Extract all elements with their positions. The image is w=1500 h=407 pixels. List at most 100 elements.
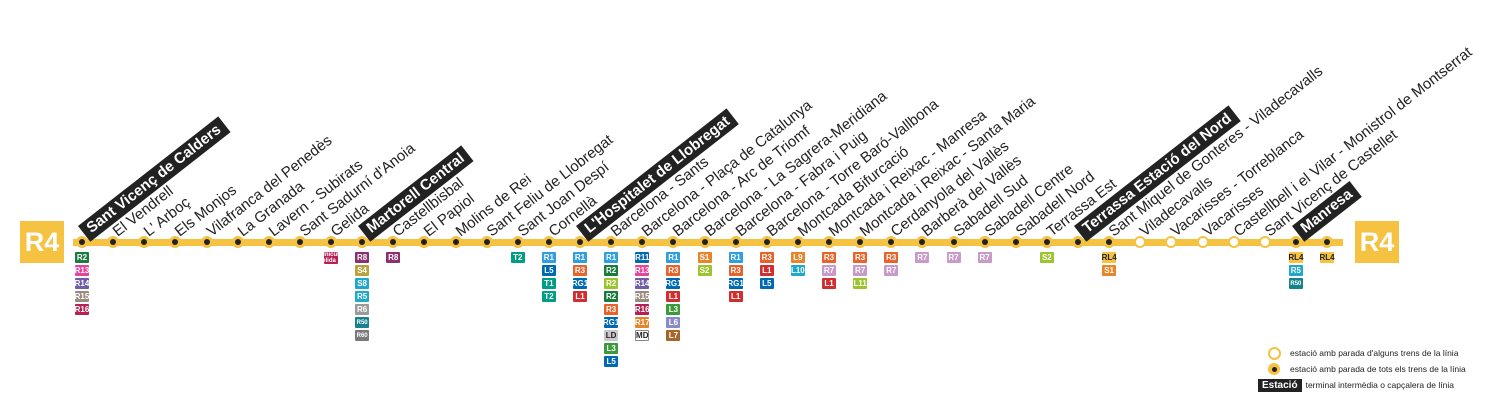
connection-list: Funicular Gelida — [317, 252, 345, 264]
connection-list: R1 R3 RG1 L1 L3 L6 L7 — [665, 252, 682, 341]
connection-badge: R15 — [634, 291, 650, 302]
connection-badge: L11 — [853, 278, 868, 289]
station-marker — [1040, 236, 1053, 248]
connection-badge: R7 — [977, 252, 992, 263]
connection-badge: S8 — [355, 278, 370, 289]
connection-badge: L1 — [759, 265, 774, 276]
connection-badge: R1 — [604, 252, 619, 263]
connection-badge: R3 — [853, 252, 868, 263]
connection-badge: S4 — [355, 265, 370, 276]
connection-badge: RL4 — [1319, 252, 1335, 263]
connection-badge: R11 — [635, 252, 650, 263]
connection-list: RL4 S1 — [1101, 252, 1117, 276]
legend-all-text: estació amb parada de tots els trens de … — [1290, 364, 1466, 374]
connection-badge: RG1 — [665, 278, 682, 289]
connection-list: R1 L5 T1 T2 — [541, 252, 557, 302]
connection-badge: L1 — [666, 291, 681, 302]
connection-badge: RL4 — [1101, 252, 1117, 263]
station-marker — [667, 236, 680, 248]
connection-badge: S1 — [697, 252, 712, 263]
station-marker — [823, 236, 835, 248]
connection-badge: L3 — [604, 343, 619, 354]
connection-badge: RG1 — [727, 278, 744, 289]
station-marker — [916, 236, 929, 248]
connection-list: R1 R3 RG1 L1 — [572, 252, 588, 302]
connection-badge: R3 — [604, 304, 619, 315]
connection-badge: L7 — [666, 330, 681, 341]
legend-row-all: estació amb parada de tots els trens de … — [1258, 361, 1466, 377]
connection-badge: R1 — [573, 252, 587, 263]
connection-list: S1 S2 — [697, 252, 713, 276]
station-marker — [1072, 236, 1084, 248]
legend-term-text: terminal intermèdia o capçalera de línia — [1305, 380, 1454, 390]
station-marker — [387, 236, 400, 248]
station-marker — [605, 236, 618, 248]
connection-list: L9 L10 — [790, 252, 806, 276]
station-marker — [1134, 236, 1147, 248]
connection-list: RL4 — [1319, 252, 1335, 263]
connection-list: R1 R2 R2 R2 R3 RG1 LD L3 L5 — [603, 252, 619, 367]
station-marker — [1289, 236, 1302, 248]
station-marker — [138, 236, 151, 248]
station-marker — [791, 236, 804, 248]
terminal-tag: Estació — [1258, 378, 1302, 392]
connection-badge: MD — [635, 330, 650, 341]
connection-list: R7 — [977, 252, 993, 263]
legend: estació amb parada d'alguns trens de la … — [1258, 345, 1466, 393]
connection-list: R8 — [385, 252, 401, 263]
legend-row-some: estació amb parada d'alguns trens de la … — [1258, 345, 1466, 361]
connection-list: R3 R7 — [883, 252, 899, 276]
station-marker — [511, 236, 524, 248]
station-marker — [1321, 236, 1333, 248]
station-marker — [854, 236, 867, 248]
station-marker — [293, 236, 306, 248]
connection-list: R3 R7 L1 — [821, 252, 837, 289]
connection-badge: S2 — [1039, 252, 1054, 263]
station-marker — [574, 236, 586, 248]
connection-badge: R2 — [604, 265, 619, 276]
connection-badge: R60 — [355, 330, 370, 341]
connection-badge: R5 — [1288, 265, 1303, 276]
connection-badge: R14 — [74, 278, 90, 289]
station-marker — [1258, 236, 1271, 248]
connection-badge: R15 — [74, 291, 90, 302]
connection-badge: S1 — [1102, 265, 1117, 276]
connection-badge: R3 — [759, 252, 774, 263]
connection-badge: L5 — [759, 278, 774, 289]
partial-stop-icon — [1267, 346, 1281, 360]
connection-badge: L5 — [604, 356, 619, 367]
station-marker — [449, 236, 462, 248]
station-marker — [729, 236, 742, 248]
connection-badge: R1 — [666, 252, 681, 263]
station-marker — [325, 236, 337, 248]
station-marker — [480, 236, 493, 248]
station-marker — [978, 236, 991, 248]
station-marker — [1009, 236, 1022, 248]
connection-badge: R7 — [946, 252, 961, 263]
connection-badge: R3 — [728, 265, 743, 276]
connection-badge: LD — [604, 330, 619, 341]
connection-badge: Funicular Gelida — [317, 252, 345, 264]
full-stop-icon — [1268, 363, 1280, 375]
connection-list: R7 — [946, 252, 962, 263]
connection-list: R11 R13 R14 R15 R16 R17 MD — [634, 252, 650, 341]
connection-badge: R3 — [573, 265, 587, 276]
connection-badge: L6 — [666, 317, 681, 328]
station-marker — [1165, 236, 1178, 248]
connection-badge: L1 — [822, 278, 836, 289]
connection-badge: R13 — [74, 265, 90, 276]
line-badge-left: R4 — [20, 221, 64, 263]
connection-badge: R5 — [355, 291, 370, 302]
connection-badge: R1 — [728, 252, 743, 263]
station-marker — [169, 236, 182, 248]
connection-badge: R2 — [75, 252, 89, 263]
station-marker — [418, 236, 431, 248]
station-marker — [107, 236, 120, 248]
connection-badge: L10 — [790, 265, 805, 276]
connection-badge: R16 — [74, 304, 90, 315]
station-marker — [356, 236, 369, 248]
connection-badge: L5 — [541, 265, 556, 276]
connection-badge: R50 — [355, 317, 370, 328]
station-marker — [1103, 236, 1116, 248]
connection-badge: R6 — [355, 304, 370, 315]
